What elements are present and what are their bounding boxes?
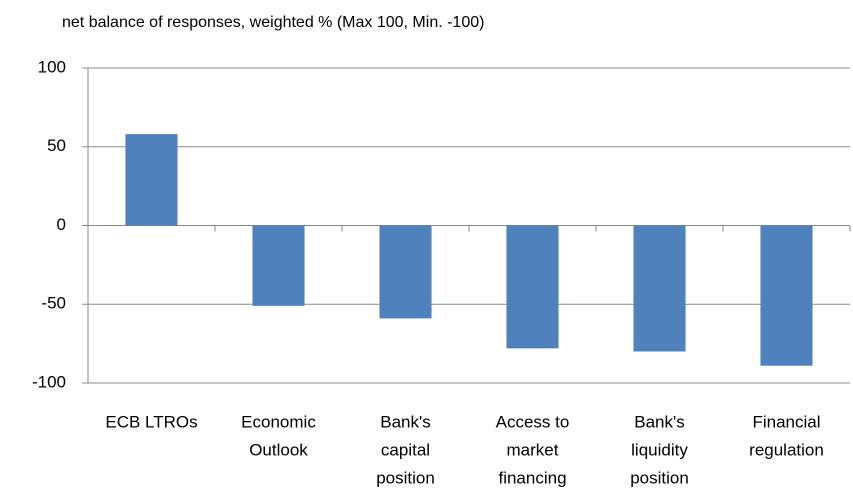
x-tick-label: ECB LTROs [105,412,197,431]
y-tick-label: 0 [57,215,66,234]
bar [506,225,559,349]
x-tick-label: Bank's [380,412,431,431]
bar [379,225,432,319]
x-tick-label: Bank's [634,412,685,431]
x-tick-label: position [376,468,435,487]
x-tick-label: capital [381,440,430,459]
x-tick-label: Financial [752,412,820,431]
x-tick-label: financing [498,468,566,487]
x-tick-label: Outlook [249,440,308,459]
x-tick-label: liquidity [631,440,688,459]
x-tick-label: Economic [241,412,316,431]
x-tick-label: Access to [496,412,570,431]
x-tick-label: market [507,440,559,459]
y-tick-label: 50 [47,136,66,155]
bar [125,134,178,226]
bar [252,225,305,306]
y-tick-label: -50 [41,294,66,313]
x-tick-label: regulation [749,440,824,459]
bar [633,225,686,352]
y-tick-label: -100 [32,372,66,391]
x-tick-label: position [630,468,689,487]
y-tick-label: 100 [38,57,66,76]
bar [760,225,813,366]
chart-title: net balance of responses, weighted % (Ma… [62,14,484,31]
